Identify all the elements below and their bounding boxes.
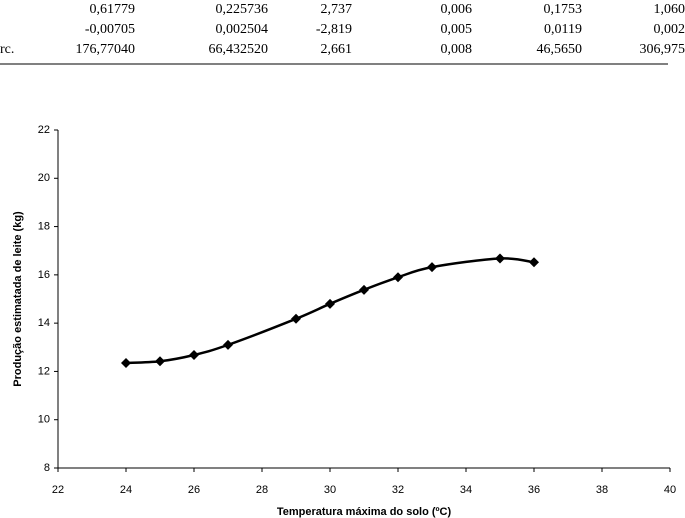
y-tick-label: 22 [38, 124, 50, 136]
data-point [189, 350, 199, 361]
table-cell: 2,661 [321, 42, 353, 57]
table-cell: 0,002504 [216, 22, 269, 37]
data-point [291, 313, 301, 324]
x-tick-label: 22 [52, 484, 64, 496]
table-cell: 2,737 [321, 2, 353, 17]
y-tick-label: 16 [38, 269, 50, 281]
y-tick-label: 18 [38, 220, 50, 232]
data-point [325, 298, 335, 309]
x-tick-label: 24 [120, 484, 132, 496]
table-cell: 176,77040 [76, 42, 136, 57]
x-tick-label: 32 [392, 484, 404, 496]
x-tick-label: 34 [460, 484, 472, 496]
data-point [155, 356, 165, 367]
plot-area [58, 130, 670, 468]
x-tick-label: 40 [664, 484, 676, 496]
table-cell: 1,060 [654, 2, 685, 17]
data-point [359, 284, 369, 295]
x-tick-label: 28 [256, 484, 268, 496]
y-tick-label: 14 [38, 317, 50, 329]
y-tick-label: 12 [38, 365, 50, 377]
y-tick-label: 10 [38, 414, 50, 426]
data-point [495, 253, 505, 264]
data-point [223, 339, 233, 350]
table-cell: -0,00705 [85, 22, 135, 37]
table-cell: 66,432520 [209, 42, 269, 57]
table-cell: 306,975 [640, 42, 685, 57]
row-label: rc. [0, 42, 14, 57]
table-cell: 0,006 [441, 2, 473, 17]
table-cell: 0,61779 [90, 2, 136, 17]
data-point [427, 262, 437, 273]
y-tick-label: 8 [44, 462, 50, 474]
data-point [529, 257, 539, 268]
table-cell: 0,008 [441, 42, 473, 57]
data-line [125, 257, 535, 365]
x-tick-label: 26 [188, 484, 200, 496]
table-cell: -2,819 [316, 22, 352, 37]
table-cell: 0,225736 [216, 2, 269, 17]
table-cell: 46,5650 [537, 42, 583, 57]
data-point [121, 357, 131, 368]
x-tick-label: 30 [324, 484, 336, 496]
x-axis-label: Temperatura máxima do solo (ºC) [277, 506, 452, 518]
y-axis-label: Produção estimatada de leite (kg) [12, 211, 24, 387]
data-point [393, 272, 403, 283]
x-tick-label: 38 [596, 484, 608, 496]
table-cell: 0,1753 [544, 2, 583, 17]
table-cell: 0,0119 [544, 22, 582, 37]
table-cell: 0,005 [441, 22, 473, 37]
y-tick-label: 20 [38, 172, 50, 184]
table-cell: 0,002 [654, 22, 685, 37]
x-tick-label: 36 [528, 484, 540, 496]
